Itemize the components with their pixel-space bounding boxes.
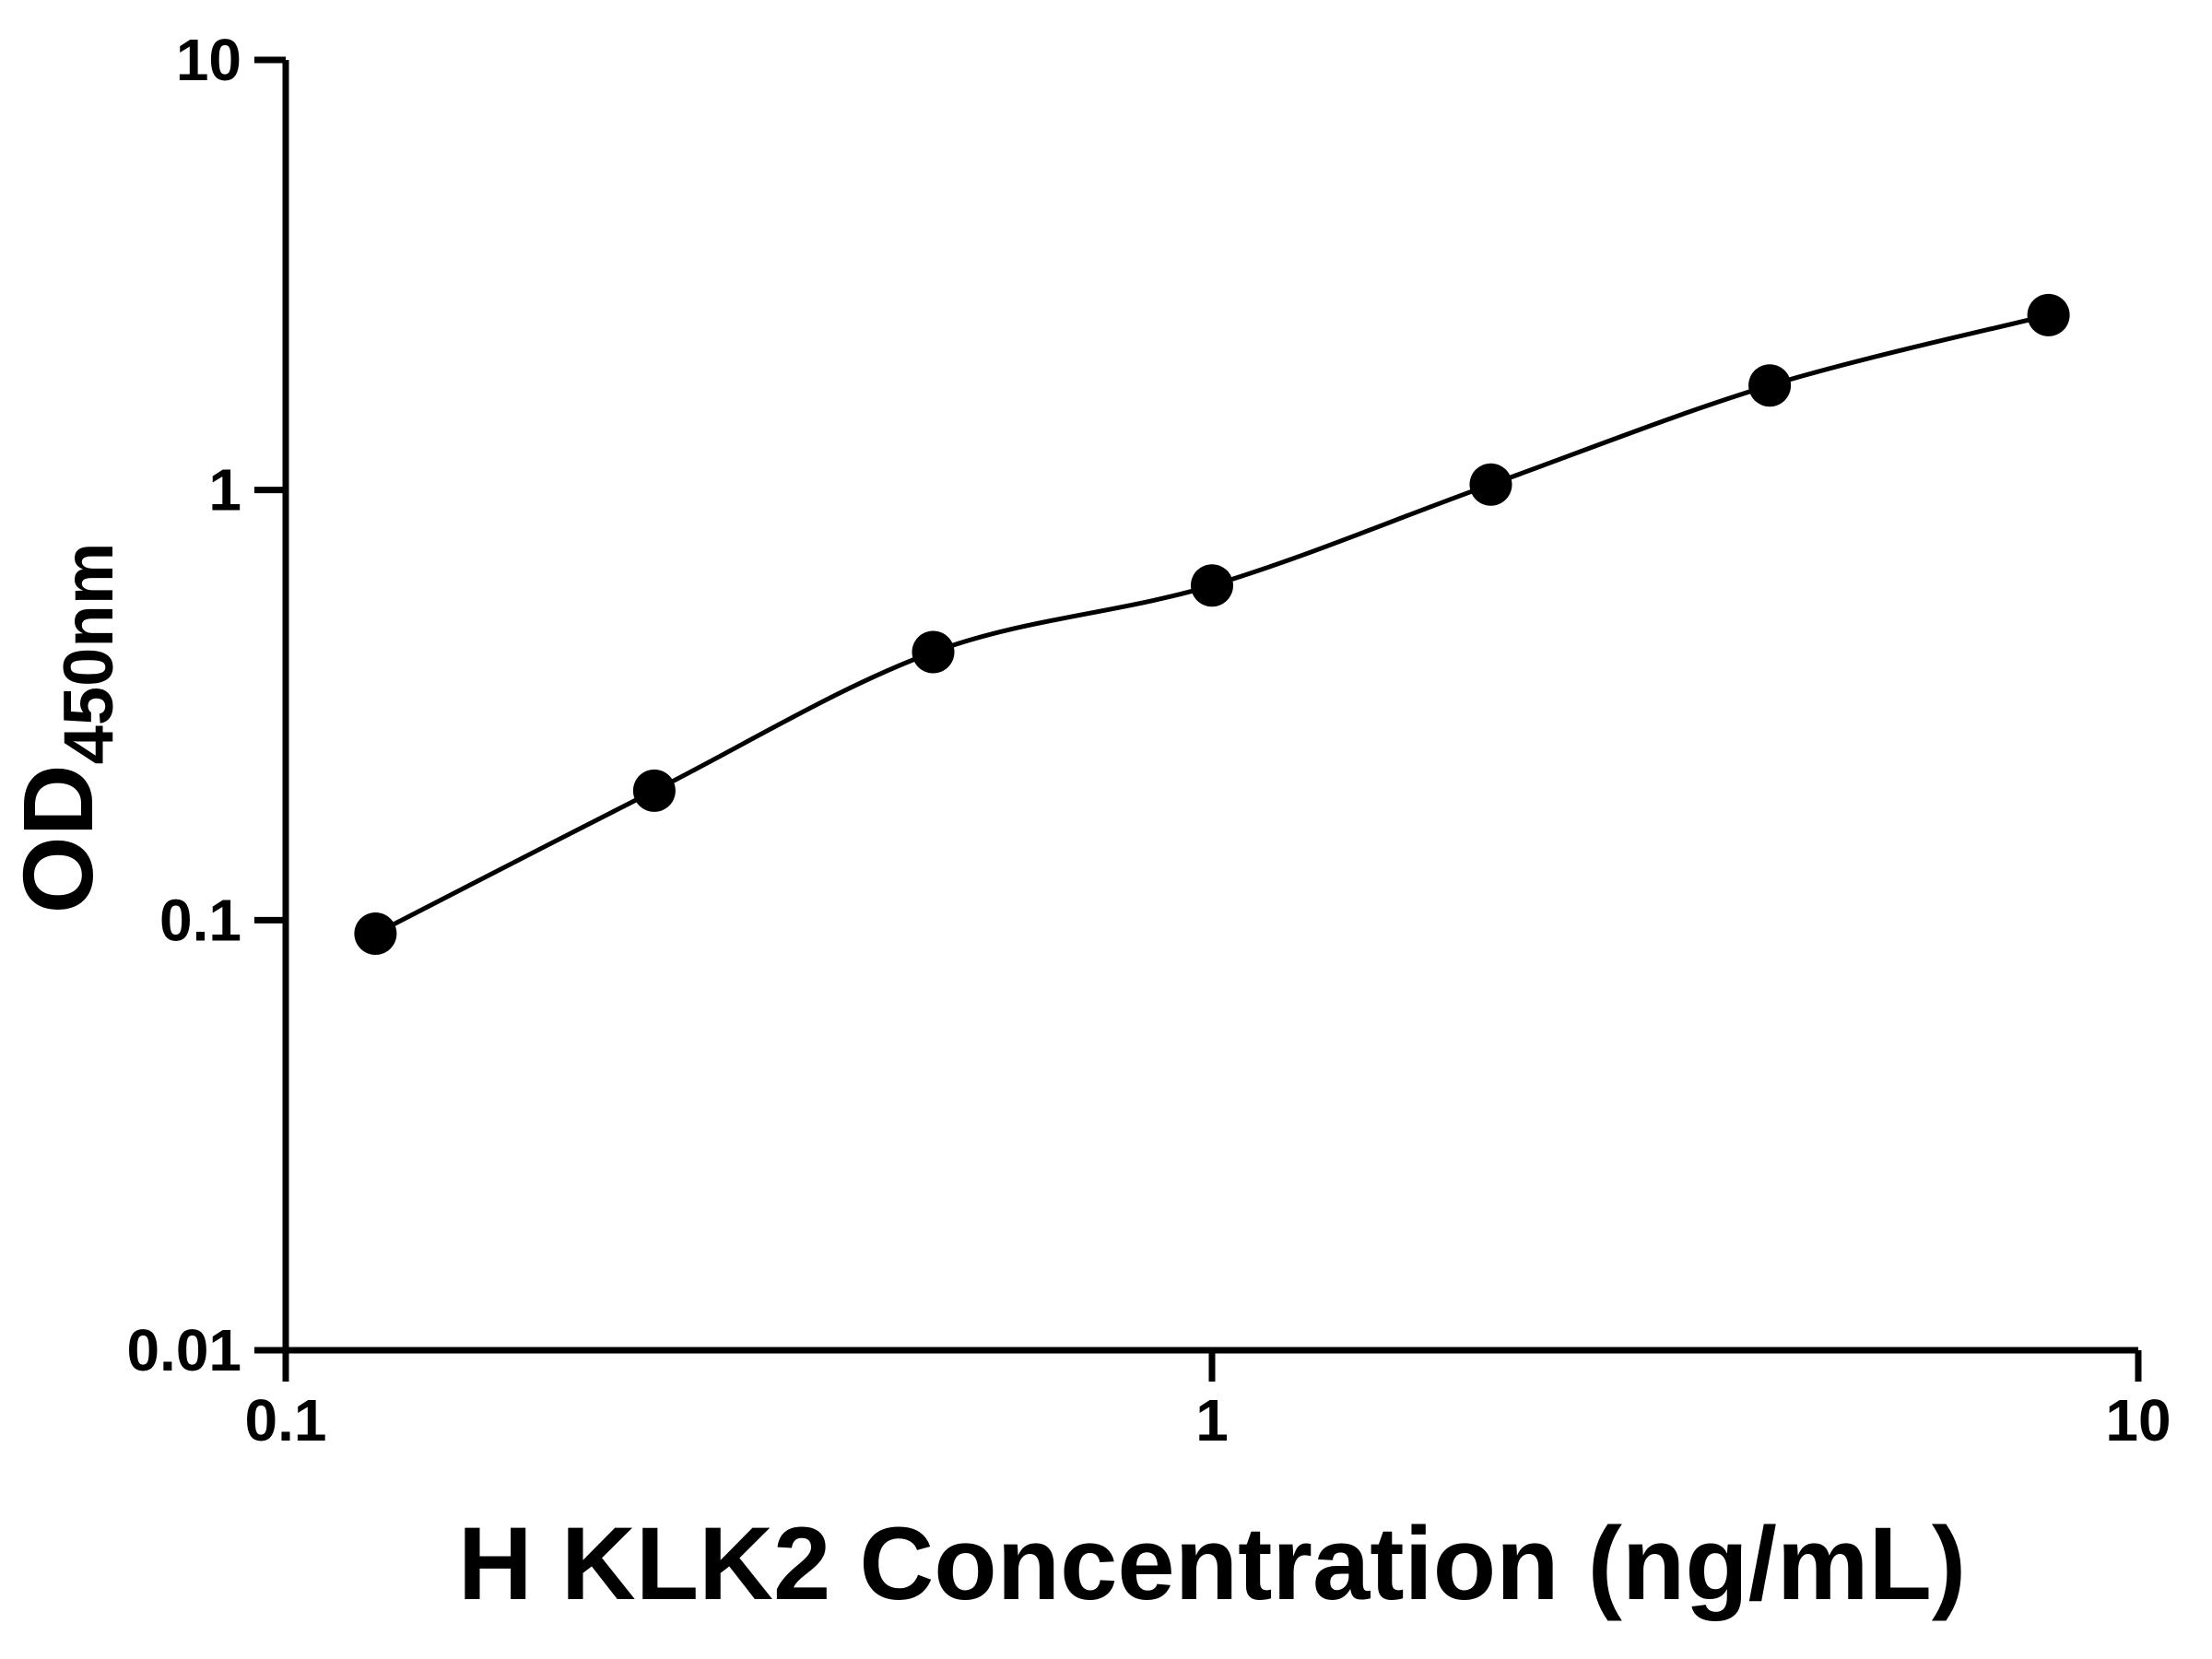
y-axis-title: OD450nm bbox=[2, 543, 128, 914]
y-axis-title-sub: 450nm bbox=[50, 543, 128, 765]
x-tick-label: 10 bbox=[2105, 1387, 2171, 1453]
data-point-marker bbox=[354, 912, 397, 955]
x-tick-label: 1 bbox=[1195, 1387, 1229, 1453]
x-axis-title: H KLK2 Concentration (ng/mL) bbox=[458, 1506, 1966, 1621]
fit-curve bbox=[372, 312, 2052, 936]
y-tick-label: 10 bbox=[176, 27, 241, 93]
data-point-marker bbox=[1469, 463, 1512, 506]
data-point-marker bbox=[1748, 364, 1792, 407]
y-tick-label: 0.1 bbox=[159, 887, 241, 953]
data-point-marker bbox=[632, 769, 676, 812]
y-axis-title-main: OD bbox=[2, 764, 113, 913]
data-point-marker bbox=[2027, 293, 2070, 336]
data-point-marker bbox=[912, 630, 955, 674]
y-tick-label: 0.01 bbox=[126, 1317, 241, 1383]
y-tick-label: 1 bbox=[208, 457, 241, 524]
x-tick-label: 0.1 bbox=[245, 1387, 327, 1453]
data-point-marker bbox=[1191, 564, 1233, 607]
